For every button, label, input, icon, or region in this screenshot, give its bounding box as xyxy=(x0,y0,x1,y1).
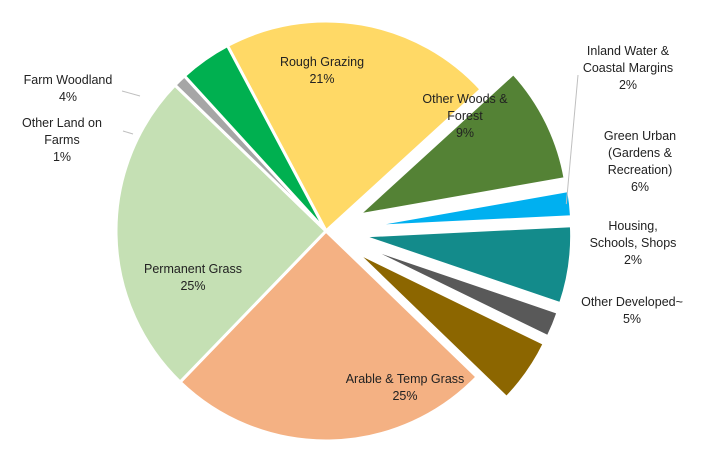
slice-label-line: Arable & Temp Grass xyxy=(346,372,465,386)
pie-slice-10 xyxy=(182,44,328,233)
slice-percent: 25% xyxy=(180,279,205,293)
slice-label-line: Farms xyxy=(44,133,79,147)
slice-label-1: Rough Grazing 21% xyxy=(280,55,364,86)
slice-percent: 21% xyxy=(309,72,334,86)
slice-label-line: Inland Water & xyxy=(587,44,670,58)
slice-label-line: Other Woods & xyxy=(422,92,508,106)
slice-label-line: Other Developed~ xyxy=(581,295,683,309)
slice-label-line: Other Land on xyxy=(22,116,102,130)
slice-label-8: Permanent Grass 25% xyxy=(144,262,242,293)
slice-label-line: (Gardens & xyxy=(608,146,673,160)
slice-label-3: Inland Water & Coastal Margins 2% xyxy=(583,44,673,92)
pie-slices xyxy=(114,19,574,443)
slice-label-line: Permanent Grass xyxy=(144,262,242,276)
slice-label-line: Recreation) xyxy=(608,163,673,177)
pie-slice-1 xyxy=(225,19,483,233)
slice-label-line: Farm Woodland xyxy=(24,73,113,87)
slice-percent: 2% xyxy=(624,253,642,267)
leader-lines xyxy=(121,74,579,205)
leader-line xyxy=(565,74,579,205)
slice-label-10: Farm Woodland 4% xyxy=(24,73,113,104)
slice-label-9: Other Land on Farms 1% xyxy=(22,116,102,164)
slice-labels: Rough Grazing 21% Other Woods & Forest 9% Inl… xyxy=(22,44,683,403)
pie-slice-7 xyxy=(178,229,479,443)
pie-slice-6 xyxy=(353,250,546,400)
slice-percent: 9% xyxy=(456,126,474,140)
slice-label-line: Coastal Margins xyxy=(583,61,673,75)
slice-percent: 4% xyxy=(59,90,77,104)
slice-percent: 2% xyxy=(619,78,637,92)
slice-label-line: Schools, Shops xyxy=(590,236,677,250)
slice-label-7: Arable & Temp Grass 25% xyxy=(346,372,465,403)
pie-slice-8 xyxy=(114,83,328,384)
slice-label-line: Rough Grazing xyxy=(280,55,364,69)
slice-label-5: Housing, Schools, Shops 2% xyxy=(590,219,677,267)
slice-label-6: Other Developed~ 5% xyxy=(581,295,683,326)
slice-percent: 1% xyxy=(53,150,71,164)
leader-line xyxy=(121,90,141,97)
slice-percent: 25% xyxy=(392,389,417,403)
pie-slice-3 xyxy=(360,189,574,229)
pie-slice-5 xyxy=(357,243,560,339)
slice-label-line: Housing, xyxy=(608,219,657,233)
slice-label-line: Forest xyxy=(447,109,483,123)
slice-label-4: Green Urban (Gardens & Recreation) 6% xyxy=(604,129,676,194)
slice-label-line: Green Urban xyxy=(604,129,676,143)
leader-line xyxy=(122,130,134,135)
slice-percent: 6% xyxy=(631,180,649,194)
slice-label-2: Other Woods & Forest 9% xyxy=(422,92,508,140)
slice-percent: 5% xyxy=(623,312,641,326)
pie-slice-2 xyxy=(356,72,567,217)
pie-slice-4 xyxy=(360,224,574,306)
